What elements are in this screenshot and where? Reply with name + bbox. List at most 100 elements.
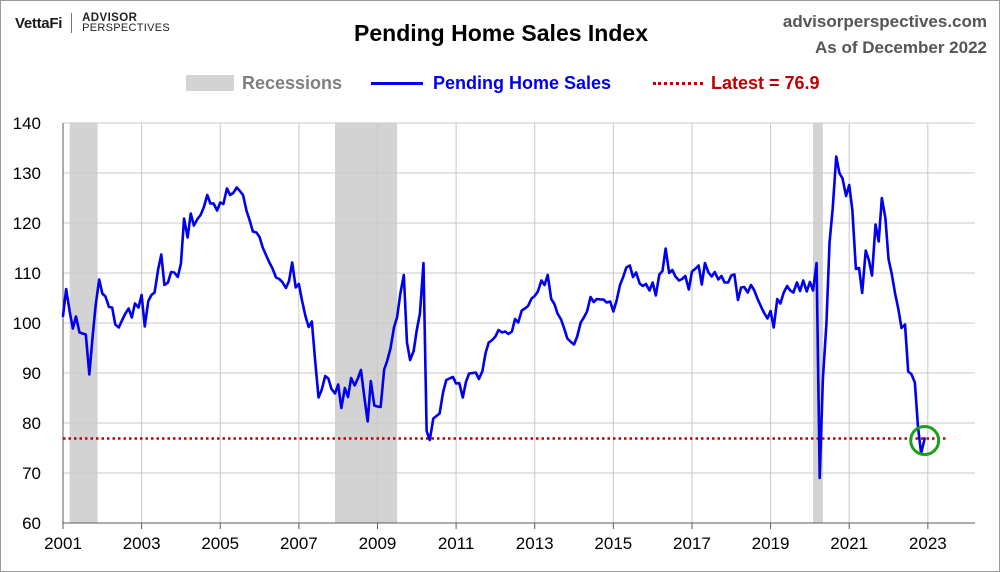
x-tick-label: 2003 [123, 534, 161, 553]
data-point [858, 267, 860, 269]
data-point [235, 186, 238, 189]
data-point [756, 298, 759, 300]
data-point [782, 292, 785, 294]
data-point [478, 378, 480, 380]
data-point [124, 313, 126, 315]
data-point [890, 272, 893, 275]
data-point [887, 258, 890, 260]
data-point [216, 209, 218, 212]
data-point [831, 207, 834, 210]
data-point [173, 271, 176, 274]
vettafi-advisor-logo: VettaFi ADVISOR PERSPECTIVES [15, 12, 171, 34]
data-point [140, 294, 143, 296]
data-point [186, 236, 189, 239]
data-point [684, 275, 687, 277]
data-point [710, 275, 713, 278]
data-point [881, 197, 883, 199]
data-point [501, 331, 503, 334]
data-point [642, 285, 644, 287]
data-point [317, 396, 320, 399]
source-block: advisorperspectives.com As of December 2… [783, 9, 987, 61]
data-point [373, 404, 376, 407]
data-point [153, 291, 156, 294]
data-point [183, 217, 185, 220]
highlight-marker [909, 425, 941, 456]
data-point [704, 262, 706, 264]
data-point [137, 306, 140, 309]
data-point [389, 347, 392, 350]
data-point [448, 377, 451, 380]
data-point [340, 407, 343, 409]
data-point [337, 383, 339, 386]
data-point [619, 284, 621, 286]
logo-advisor-text: ADVISOR [82, 12, 138, 24]
data-point [697, 264, 700, 267]
data-point [763, 311, 765, 314]
data-point [648, 289, 651, 292]
data-point [733, 273, 736, 276]
data-point [524, 307, 526, 310]
data-point [301, 299, 303, 302]
data-point [655, 294, 657, 297]
data-point [370, 380, 372, 382]
data-point [150, 294, 153, 296]
x-tick-label: 2009 [359, 534, 397, 553]
data-point [635, 271, 637, 274]
data-point [360, 369, 362, 371]
data-point [671, 269, 674, 271]
data-point [533, 295, 536, 297]
data-point [353, 384, 356, 387]
data-point [904, 323, 906, 326]
data-point [805, 290, 808, 293]
data-point [65, 288, 67, 290]
data-point [98, 278, 100, 281]
data-point [855, 268, 857, 270]
axes [62, 123, 975, 529]
data-point [78, 331, 81, 334]
data-point [160, 253, 163, 256]
data-point [212, 202, 215, 205]
data-point [428, 439, 431, 441]
data-point [114, 323, 117, 326]
source-site: advisorperspectives.com [782, 12, 987, 31]
data-point [625, 266, 628, 269]
data-point [222, 203, 225, 205]
data-point [789, 289, 792, 292]
data-point [527, 305, 529, 307]
data-point [258, 236, 261, 238]
data-point [288, 280, 290, 282]
data-point [776, 298, 779, 300]
data-point [438, 412, 441, 415]
data-point [445, 379, 448, 381]
logo-perspectives-text: PERSPECTIVES [82, 22, 171, 34]
data-point [514, 318, 516, 320]
data-point [350, 377, 352, 379]
data-point [363, 397, 366, 400]
data-point [461, 396, 464, 399]
data-point [261, 246, 264, 249]
data-point [497, 329, 500, 331]
data-point [458, 382, 461, 384]
legend-label-recessions: Recessions [242, 72, 343, 93]
data-point [232, 192, 235, 194]
data-point [425, 430, 428, 432]
legend-item-series: Pending Home Sales [371, 71, 611, 95]
data-point [189, 212, 192, 215]
data-point [589, 296, 592, 298]
data-point [406, 341, 408, 344]
data-point [809, 281, 811, 283]
data-point [285, 287, 287, 289]
data-point [193, 224, 195, 227]
data-point [471, 372, 474, 374]
data-point [730, 274, 733, 277]
data-point [176, 276, 179, 278]
data-point [271, 267, 274, 270]
logo-advisor-perspectives: ADVISOR PERSPECTIVES [82, 12, 171, 34]
data-point [796, 281, 798, 284]
y-tick-label: 70 [22, 464, 41, 483]
data-point [737, 299, 739, 301]
chart-title: Pending Home Sales Index [354, 20, 648, 46]
data-point [864, 249, 867, 252]
data-point [825, 323, 828, 325]
